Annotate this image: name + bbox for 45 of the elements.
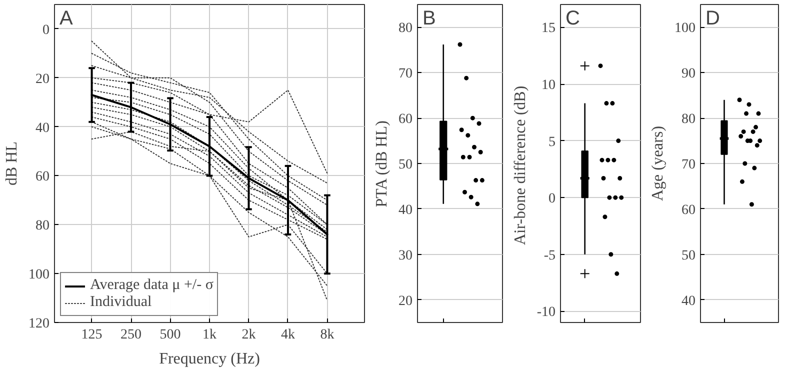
y-tick-label: 15: [542, 21, 556, 36]
y-axis-title: Air-bone difference (dB): [512, 86, 529, 246]
y-tick-label: 20: [398, 294, 412, 309]
y-tick-label: -10: [536, 305, 556, 320]
x-tick-label: 2k: [242, 328, 256, 342]
y-axis-title: dB HL: [4, 142, 20, 186]
y-axis-title: Age (years): [650, 126, 666, 202]
x-tick-label: 125: [81, 328, 102, 342]
y-tick-label: 20: [36, 72, 50, 87]
x-tick-label: 4k: [280, 328, 295, 342]
y-tick-label: 30: [398, 248, 412, 264]
y-tick-label: 90: [682, 66, 696, 82]
y-tick-label: 60: [36, 170, 50, 185]
x-tick-label: 8k: [320, 328, 334, 342]
y-tick-label: 0: [548, 192, 556, 207]
y-tick-label: 0: [42, 22, 50, 38]
y-tick-label: 100: [28, 268, 50, 283]
x-tick-label: 250: [120, 328, 142, 342]
chart-title: A: [60, 8, 74, 30]
y-tick-label: 40: [682, 294, 696, 309]
x-axis-title: Frequency (Hz): [159, 350, 260, 368]
chart-title: D: [706, 8, 720, 30]
y-tick-label: 5: [548, 134, 556, 150]
y-tick-label: 80: [36, 218, 50, 234]
y-tick-label: 70: [682, 158, 696, 172]
x-tick-label: 500: [160, 328, 181, 342]
y-tick-label: 120: [28, 316, 50, 332]
chart-title: C: [566, 8, 580, 30]
y-axis-title: PTA (dB HL): [374, 120, 390, 208]
y-tick-label: 50: [398, 158, 412, 172]
legend-label: Average data μ +/- σ: [90, 277, 214, 294]
y-tick-label: 100: [674, 21, 696, 36]
x-tick-label: 1k: [202, 328, 216, 342]
y-tick-label: 50: [682, 248, 696, 264]
y-tick-label: 60: [398, 112, 412, 128]
y-tick-label: 80: [682, 112, 696, 128]
y-tick-label: 10: [542, 78, 556, 93]
y-tick-label: -5: [544, 248, 556, 264]
chart-title: B: [422, 8, 436, 30]
y-tick-label: 80: [398, 21, 412, 36]
y-tick-label: 40: [36, 120, 50, 136]
legend-label: Individual: [90, 294, 152, 311]
y-tick-label: 40: [398, 202, 412, 218]
y-tick-label: 70: [398, 66, 412, 82]
y-tick-label: 60: [682, 202, 696, 218]
